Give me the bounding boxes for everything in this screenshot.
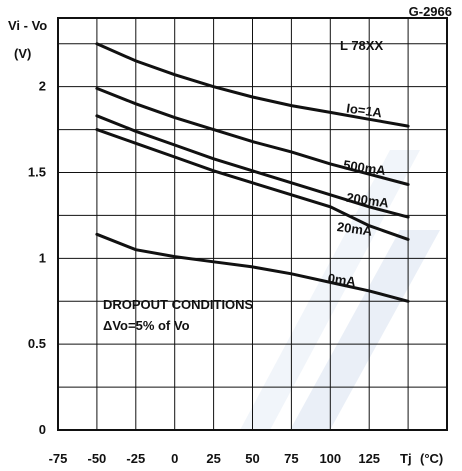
y-axis-label: Vi - Vo bbox=[8, 18, 47, 33]
series-label: 20mA bbox=[336, 219, 374, 239]
figure-code: G-2966 bbox=[409, 4, 452, 19]
note-line-2: ΔVo=5% of Vo bbox=[103, 318, 190, 333]
device-label: L 78XX bbox=[340, 38, 383, 53]
series-label: 500mA bbox=[342, 157, 387, 178]
x-tick-label: -25 bbox=[126, 451, 145, 466]
x-axis-label: Tj bbox=[400, 451, 412, 466]
x-axis-unit: (°C) bbox=[420, 451, 443, 466]
y-tick-label: 2 bbox=[39, 79, 46, 94]
y-tick-label: 1.5 bbox=[28, 165, 46, 180]
series-line bbox=[95, 42, 410, 128]
x-tick-label: -75 bbox=[49, 451, 68, 466]
series-label: 200mA bbox=[345, 190, 390, 211]
x-tick-label: 25 bbox=[206, 451, 220, 466]
labels: G-2966 L 78XX Vi - Vo (V) Tj (°C) DROPOU… bbox=[8, 4, 452, 466]
x-tick-label: 0 bbox=[171, 451, 178, 466]
y-axis-unit: (V) bbox=[14, 46, 31, 61]
series-line bbox=[95, 128, 410, 241]
curves bbox=[95, 42, 410, 303]
grid bbox=[57, 17, 448, 431]
note-line-1: DROPOUT CONDITIONS bbox=[103, 297, 254, 312]
x-tick-label: 125 bbox=[358, 451, 380, 466]
x-tick-label: 50 bbox=[245, 451, 259, 466]
y-tick-label: 1 bbox=[39, 250, 46, 265]
series-label: Io=1A bbox=[345, 101, 383, 121]
x-tick-label: 100 bbox=[319, 451, 341, 466]
series-line bbox=[95, 86, 410, 186]
watermark-layer bbox=[240, 150, 440, 430]
x-tick-label: -50 bbox=[88, 451, 107, 466]
series-label: 0mA bbox=[327, 270, 358, 289]
series-line bbox=[95, 114, 410, 219]
watermark-stripe bbox=[290, 230, 440, 430]
series-line bbox=[95, 232, 410, 303]
x-tick-label: 75 bbox=[284, 451, 298, 466]
y-tick-label: 0 bbox=[39, 422, 46, 437]
y-tick-label: 0.5 bbox=[28, 336, 46, 351]
